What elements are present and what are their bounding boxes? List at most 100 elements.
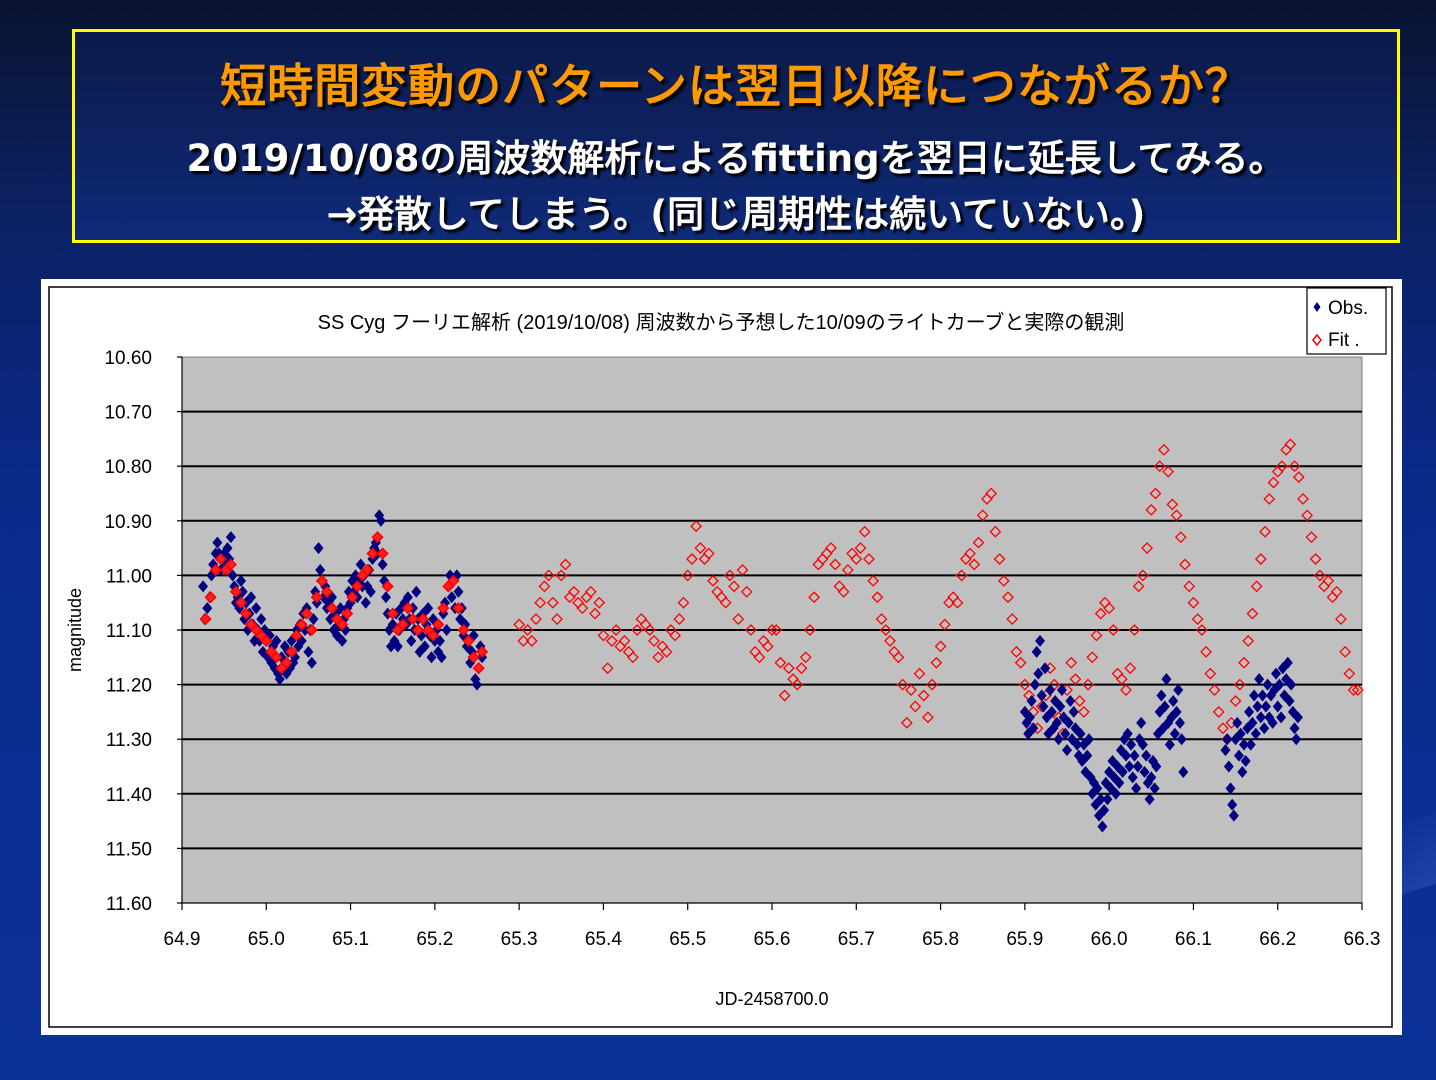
obs-point [414,645,425,658]
fit-point-overlay [280,656,293,669]
fit-point [1149,487,1162,500]
fit-point [1217,722,1229,735]
x-tick-label: 65.9 [1006,929,1043,950]
obs-point [360,596,371,609]
obs-point [1121,749,1131,762]
fit-point [1014,656,1027,669]
fit-point [753,651,766,664]
fit-point [673,613,686,625]
fit-point-overlay [204,591,217,604]
fit-point-overlay [411,623,425,637]
obs-point [1292,711,1303,724]
fit-point [719,596,732,609]
x-tick-label: 66.2 [1259,929,1296,950]
fit-point-overlay [325,602,339,615]
obs-point [335,602,346,615]
fit-point-overlay [386,607,399,620]
obs-point [1247,716,1258,729]
obs-point [1117,765,1128,778]
obs-point [202,602,213,615]
fit-point [723,569,736,582]
fit-point [766,624,778,636]
y-tick-label: 10.80 [104,457,152,478]
obs-point [1110,787,1121,800]
obs-point [1271,667,1282,680]
y-axis-title: magnitude [65,588,85,672]
obs-point [313,542,324,555]
fit-point-overlay [427,629,440,642]
fit-point-overlay [199,613,212,626]
fit-point [1069,673,1082,686]
fit-point [955,569,968,582]
obs-point [1146,771,1157,784]
obs-point [1092,782,1103,795]
obs-point [222,542,233,555]
fit-point [951,596,964,609]
fit-point-overlay [452,602,465,615]
fit-point-overlay [341,607,354,620]
fit-point [1153,460,1166,473]
fit-point [892,651,905,664]
obs-point [1159,700,1170,713]
fit-point-overlay [214,552,227,566]
fit-point [732,613,745,625]
fit-point [631,624,644,636]
obs-point [377,558,388,571]
obs-point [1097,820,1108,833]
fit-point [1179,558,1191,571]
obs-point [1276,711,1287,724]
obs-point [1083,733,1094,746]
obs-point [1109,771,1120,784]
fit-point [584,585,597,598]
fit-point [841,564,854,576]
fit-point [871,591,884,604]
obs-point [1036,689,1047,702]
obs-point [406,634,417,647]
fit-point [1002,591,1014,604]
chart-title: SS Cyg フーリエ解析 (2019/10/08) 周波数から予想した10/0… [318,310,1125,334]
y-tick-label: 11.40 [106,785,152,806]
fit-point [1229,695,1242,707]
fit-point [1107,624,1120,636]
fit-point [938,618,951,631]
fit-point-overlay [320,585,334,598]
fit-point [740,585,753,598]
fit-point [879,624,892,636]
fit-point [1313,569,1326,582]
obs-point [1255,711,1266,724]
obs-point [1122,727,1133,740]
obs-point [237,585,248,598]
obs-point [1147,755,1158,768]
obs-point [426,651,437,664]
fit-point [745,624,757,636]
obs-point [1028,722,1039,735]
obs-point [198,580,209,593]
obs-point [1173,684,1184,697]
obs-point [1259,722,1270,735]
fit-point [922,711,934,724]
fit-point-overlay [224,558,237,571]
fit-point [694,542,707,555]
obs-point [436,651,447,664]
fit-point [643,624,656,636]
obs-point [1141,749,1152,762]
fit-point [1124,662,1137,675]
obs-point [239,613,250,626]
obs-point [224,553,235,566]
fit-point-overlay [305,623,318,637]
fit-point [618,635,631,647]
fit-point [707,574,719,587]
obs-point [1174,716,1185,729]
fit-point-overlay [270,651,283,664]
x-tick-label: 65.3 [501,929,538,950]
obs-point [1072,738,1083,751]
obs-point [1063,716,1074,729]
fit-point [1115,673,1128,686]
obs-point [365,585,376,598]
obs-point [227,569,238,582]
obs-point [1114,776,1125,789]
fit-point [1018,678,1031,691]
obs-point [315,563,326,576]
obs-point [1240,755,1251,768]
obs-point [1223,760,1234,773]
